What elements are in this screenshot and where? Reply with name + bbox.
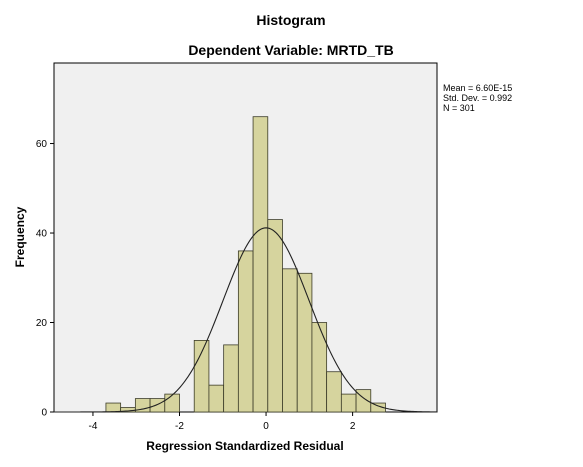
x-tick-label: 2 [350, 421, 356, 432]
y-tick-label: 20 [36, 318, 48, 329]
chart-title: Histogram [256, 12, 325, 28]
histogram-bar [208, 384, 225, 413]
histogram-bar [267, 219, 283, 413]
histogram-bar [149, 398, 166, 413]
y-tick-label: 60 [36, 139, 48, 150]
histogram-bar [311, 322, 328, 413]
histogram-bar [370, 402, 386, 413]
histogram-bar [296, 272, 313, 413]
y-tick-label: 0 [41, 408, 47, 419]
x-tick-label: 0 [263, 421, 269, 432]
stats-n: N = 301 [443, 103, 475, 113]
histogram-bar [223, 344, 239, 413]
y-axis-label: Frequency [13, 206, 27, 267]
y-axis-ticks: 0 20 40 60 [36, 139, 54, 419]
x-tick-label: -4 [88, 421, 97, 432]
chart-subtitle: Dependent Variable: MRTD_TB [188, 42, 393, 58]
histogram-bar [193, 340, 210, 413]
histogram-bar [164, 393, 180, 413]
normal-curve [54, 227, 438, 413]
x-axis-ticks: -4 -2 0 2 [88, 412, 356, 432]
x-tick-label: -2 [175, 421, 184, 432]
histogram-bars [105, 116, 386, 413]
histogram-bar [252, 116, 269, 413]
histogram-bar [326, 371, 342, 413]
histogram-bar [237, 250, 254, 413]
y-tick-label: 40 [36, 229, 48, 240]
histogram-bar [105, 402, 122, 413]
x-axis-label: Regression Standardized Residual [146, 439, 343, 453]
histogram-bar [340, 393, 357, 413]
histogram-bar [282, 268, 298, 413]
stats-std-dev: Std. Dev. = 0.992 [443, 93, 512, 103]
stats-mean: Mean = 6.60E-15 [443, 83, 512, 93]
